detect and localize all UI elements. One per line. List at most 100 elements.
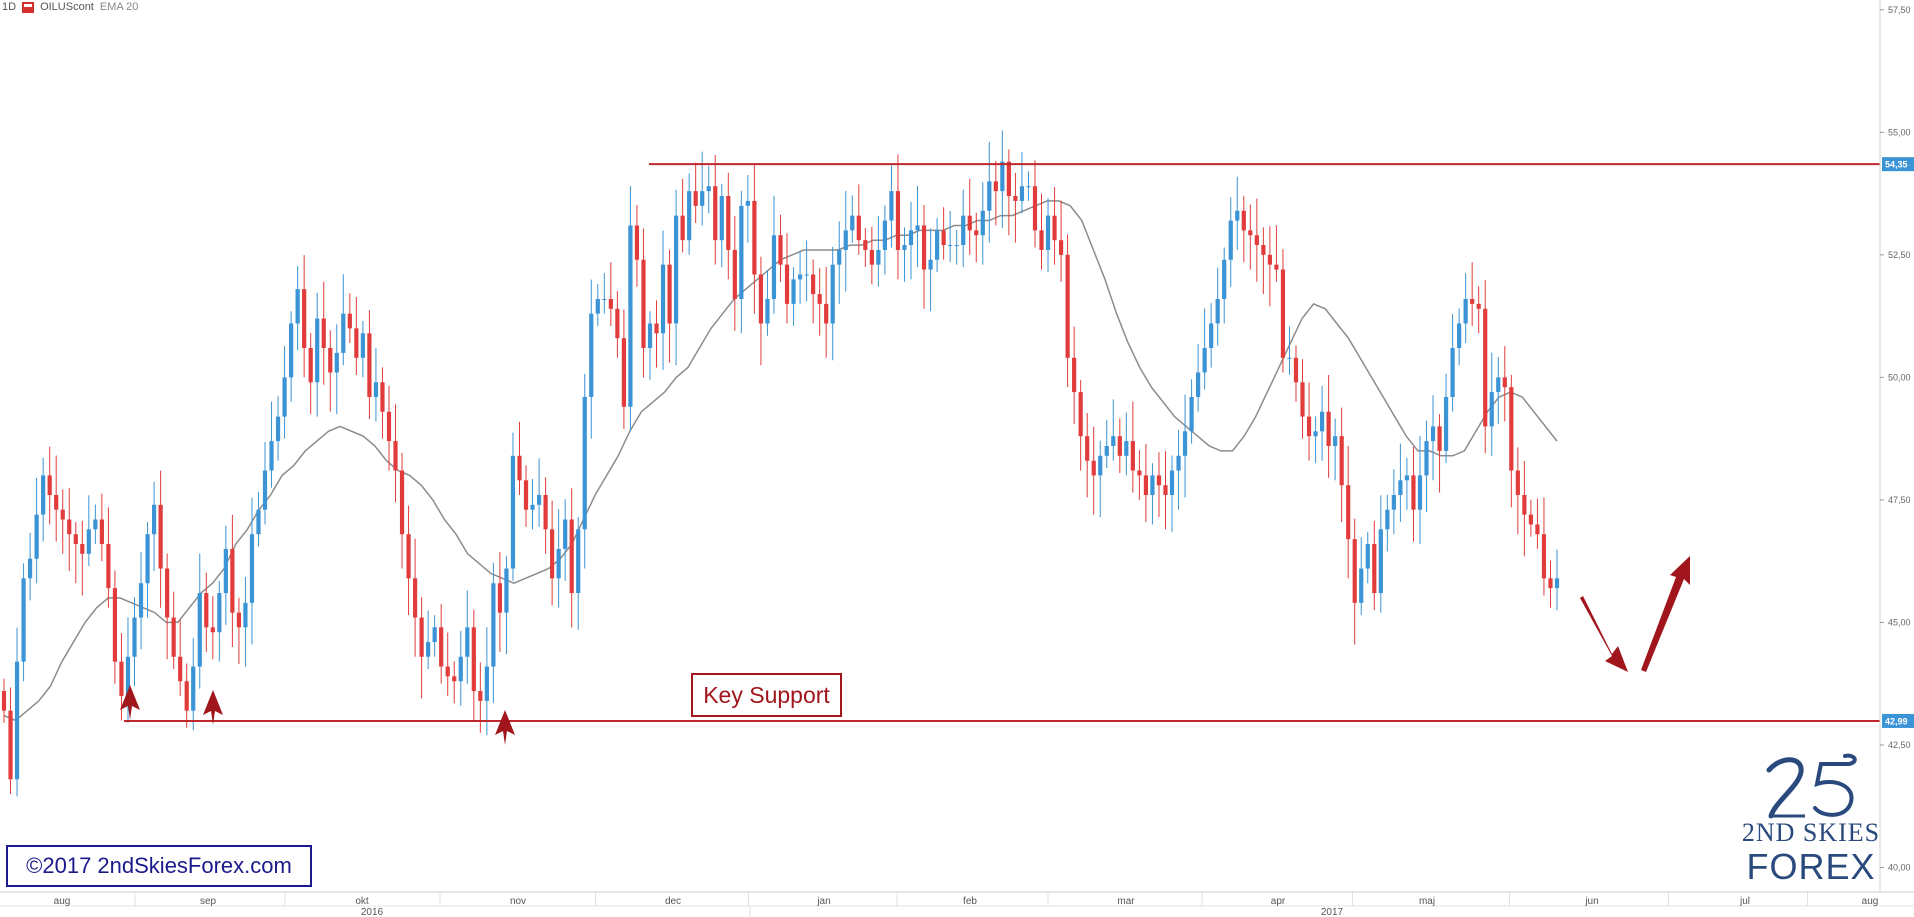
candle [262,441,268,525]
candle [791,267,796,326]
candle [576,517,581,630]
candle [471,609,476,721]
candle [1509,374,1514,508]
candle [543,477,548,554]
chart-toolbar: 1D OILUScont EMA 20 [0,0,138,14]
candle [1085,413,1090,498]
interval-label[interactable]: 1D [2,1,17,13]
candle-body [811,274,816,295]
candle [667,249,672,363]
candle-body [634,225,640,260]
x-tick-label: feb [963,896,977,907]
candle [1,678,7,723]
candle-body [1098,455,1103,476]
candle [1235,176,1240,250]
candle [1072,326,1077,424]
candle [1130,401,1135,493]
candle [8,687,13,794]
candle-body [504,568,509,613]
candle [1150,463,1155,525]
candle [491,562,496,704]
candle [67,488,72,571]
candle-body [373,382,379,397]
candle [1476,286,1481,334]
candle-body [1417,475,1423,510]
candle-body [158,504,163,569]
candle-body [1483,308,1488,427]
candle [1333,418,1338,481]
candle-body [1319,411,1325,432]
candle [628,185,633,432]
candle-body [550,529,555,579]
y-tick-label: 42,50 [1888,740,1911,750]
indicator-label[interactable]: EMA 20 [99,1,139,13]
candle [1339,407,1344,522]
candle [1385,494,1390,552]
candle [1326,374,1331,478]
candle-body [1489,392,1494,427]
candle [360,321,365,378]
candle-body [817,294,822,304]
candle [1091,426,1096,515]
candle [830,246,835,361]
x-tick-label: apr [1271,896,1286,907]
candle-body [347,313,352,329]
candle-body [1000,161,1005,192]
candle-body [67,519,72,535]
candle [1039,193,1044,270]
symbol-label[interactable]: OILUScont [40,1,94,13]
candle-body [1306,416,1312,437]
candle [563,499,568,581]
candle [184,663,189,728]
x-tick-label: maj [1419,896,1435,907]
candle-body [758,274,764,324]
candle [406,505,411,616]
candle [497,551,503,652]
candle-body [204,593,209,628]
candle [1300,359,1305,439]
candle-body [432,627,437,643]
candle [158,470,163,608]
candle [347,293,352,344]
brand-mark-icon [1766,753,1857,819]
y-tick-label: 50,00 [1888,372,1911,382]
candle [132,597,137,687]
candle-body [1072,357,1077,393]
candle [1365,531,1370,584]
candle-body [269,441,274,471]
candle-body [1352,539,1357,603]
candle [1280,249,1286,373]
candle-body [1032,186,1038,231]
candle-body [73,534,78,545]
candle-body [530,504,535,510]
candle [465,590,470,684]
candle-body [217,593,222,633]
candle [1404,457,1410,510]
x-tick-label: sep [200,896,217,907]
candle-body [399,470,405,535]
candle-body [1241,210,1246,231]
candle [1189,379,1194,444]
candle [282,346,287,439]
brand-logo: 2ND SKIES FOREX [1740,752,1882,892]
candle-body [791,279,796,304]
candle-body [647,323,653,348]
candle [1156,452,1162,518]
candle-body [465,627,470,657]
candle [93,504,98,545]
candle-body [1209,323,1214,348]
candle-body [902,245,907,250]
candle-body [1274,264,1279,270]
candle [1137,450,1142,500]
candle-body [974,230,979,236]
candle-body [308,347,313,383]
logo-line1: 2ND SKIES [1741,818,1881,847]
candle-body [882,220,888,250]
candle [204,572,209,652]
candle-body [523,480,529,510]
candle [693,162,698,223]
candle-body [700,191,705,206]
candle [269,401,274,488]
candle-body [602,298,607,300]
